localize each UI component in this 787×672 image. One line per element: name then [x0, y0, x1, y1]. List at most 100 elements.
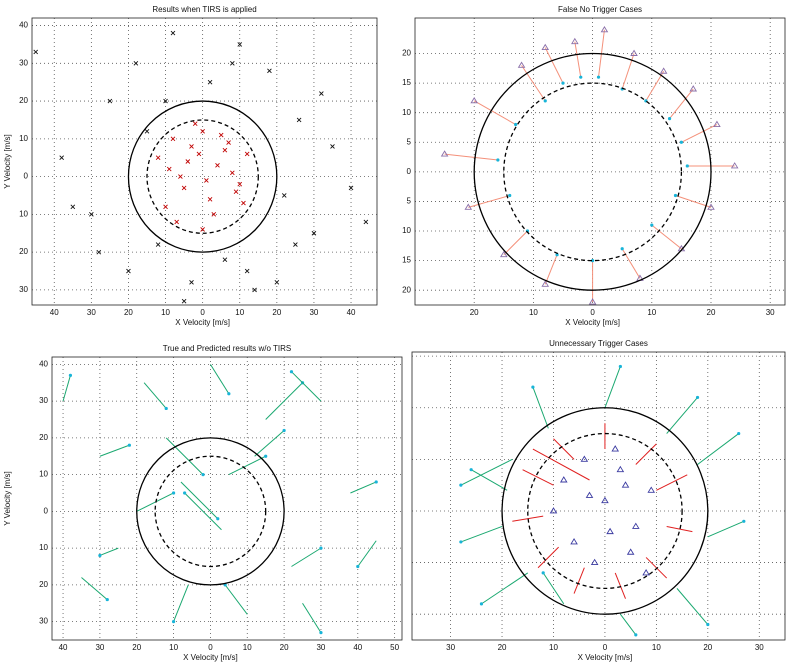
- arrow-line: [184, 492, 222, 531]
- x-stroke: [89, 212, 94, 217]
- arrow-line: [707, 520, 745, 538]
- y-tick-label: 0: [407, 167, 412, 176]
- x-stroke: [207, 196, 213, 202]
- arrow-line: [645, 71, 665, 102]
- x-stroke: [241, 200, 246, 206]
- arrow-line: [635, 443, 657, 465]
- arrow-line: [544, 254, 558, 285]
- x-stroke: [192, 121, 198, 127]
- x-tick-label: 20: [707, 308, 716, 317]
- x-tick-label: 0: [200, 308, 205, 317]
- x-marker: [189, 144, 194, 149]
- x-stroke: [281, 193, 287, 198]
- triangle-marker: [642, 569, 650, 576]
- x-marker: [237, 42, 243, 47]
- arrow-line: [99, 547, 119, 556]
- x-stroke: [133, 60, 139, 66]
- x-marker: [274, 280, 280, 285]
- y-tick-label: 10: [19, 209, 28, 218]
- x-stroke: [237, 42, 243, 47]
- dot-marker: [171, 620, 176, 624]
- x-tick-label: 20: [272, 308, 281, 317]
- dot-marker: [591, 259, 595, 263]
- threshold-circle: [146, 119, 259, 234]
- x-stroke: [244, 151, 250, 157]
- arrow-line: [651, 224, 682, 250]
- y-tick-label: 10: [402, 226, 411, 235]
- x-marker: [222, 257, 228, 263]
- x-marker: [181, 298, 187, 304]
- y-tick-label: 10: [39, 543, 48, 552]
- x-marker: [107, 98, 113, 104]
- arrow-line: [444, 153, 498, 161]
- arrow-line: [666, 397, 698, 434]
- arrow-line: [481, 572, 529, 605]
- triangle-marker: [621, 481, 630, 488]
- y-axis-label: Y Velocity [m/s]: [3, 471, 12, 526]
- dot-marker: [634, 633, 638, 637]
- dot-marker: [618, 364, 622, 369]
- dot-marker: [374, 480, 378, 484]
- y-tick-label: 20: [19, 96, 28, 105]
- x-marker: [252, 287, 257, 293]
- triangle-marker: [730, 162, 739, 169]
- arrow-line: [180, 481, 219, 520]
- arrow-line: [99, 444, 130, 457]
- triangle-marker: [541, 43, 550, 51]
- x-tick-label: 10: [529, 308, 538, 317]
- plot-frame: [414, 17, 786, 306]
- triangle-marker: [470, 96, 478, 104]
- y-tick-label: 30: [19, 58, 28, 67]
- x-marker: [185, 159, 191, 164]
- x-stroke: [252, 287, 257, 293]
- x-stroke: [230, 60, 235, 66]
- x-stroke: [218, 132, 224, 138]
- x-stroke: [311, 230, 317, 236]
- x-stroke: [189, 280, 194, 285]
- x-tick-label: 20: [703, 643, 712, 652]
- x-stroke: [96, 249, 102, 255]
- chart-panel: False No Trigger Cases X Velocity [m/s] 20…: [402, 5, 786, 327]
- x-stroke: [233, 189, 239, 195]
- arrow-line: [302, 602, 322, 633]
- x-stroke: [230, 170, 235, 176]
- arrow-line: [470, 469, 508, 491]
- x-stroke: [363, 219, 369, 225]
- arrow-line: [604, 366, 621, 408]
- x-marker: [200, 227, 205, 232]
- x-marker: [70, 204, 76, 210]
- x-marker: [244, 151, 250, 157]
- x-marker: [207, 79, 213, 85]
- x-tick-label: 20: [280, 643, 289, 652]
- x-stroke: [293, 242, 298, 247]
- arrow-line: [619, 613, 637, 636]
- triangle-marker: [606, 527, 614, 535]
- y-tick-label: 20: [402, 49, 411, 58]
- y-tick-label: 5: [407, 197, 412, 206]
- x-stroke: [222, 147, 228, 153]
- triangle-marker: [440, 150, 449, 157]
- triangle-marker: [647, 486, 656, 493]
- x-marker: [33, 49, 39, 55]
- plot-frame: [31, 17, 378, 306]
- triangle-marker: [570, 538, 578, 545]
- x-marker: [133, 60, 139, 66]
- dot-marker: [479, 602, 484, 606]
- x-marker: [181, 185, 187, 191]
- chart-panel: Results when TIRS is applied X Velocity […: [3, 5, 378, 327]
- arrow-line: [460, 458, 513, 486]
- dot-marker: [289, 370, 294, 374]
- x-marker: [59, 155, 64, 161]
- arrow-line: [532, 448, 590, 481]
- x-tick-label: 30: [309, 308, 318, 317]
- x-marker: [174, 219, 179, 225]
- threshold-circle: [136, 437, 285, 586]
- x-tick-label: 20: [132, 643, 141, 652]
- x-marker: [230, 170, 235, 176]
- dot-marker: [127, 443, 131, 447]
- x-tick-label: 0: [603, 643, 608, 652]
- x-tick-label: 20: [498, 643, 507, 652]
- dot-marker: [68, 373, 73, 377]
- arrow-line: [503, 230, 528, 256]
- arrow-line: [621, 248, 641, 279]
